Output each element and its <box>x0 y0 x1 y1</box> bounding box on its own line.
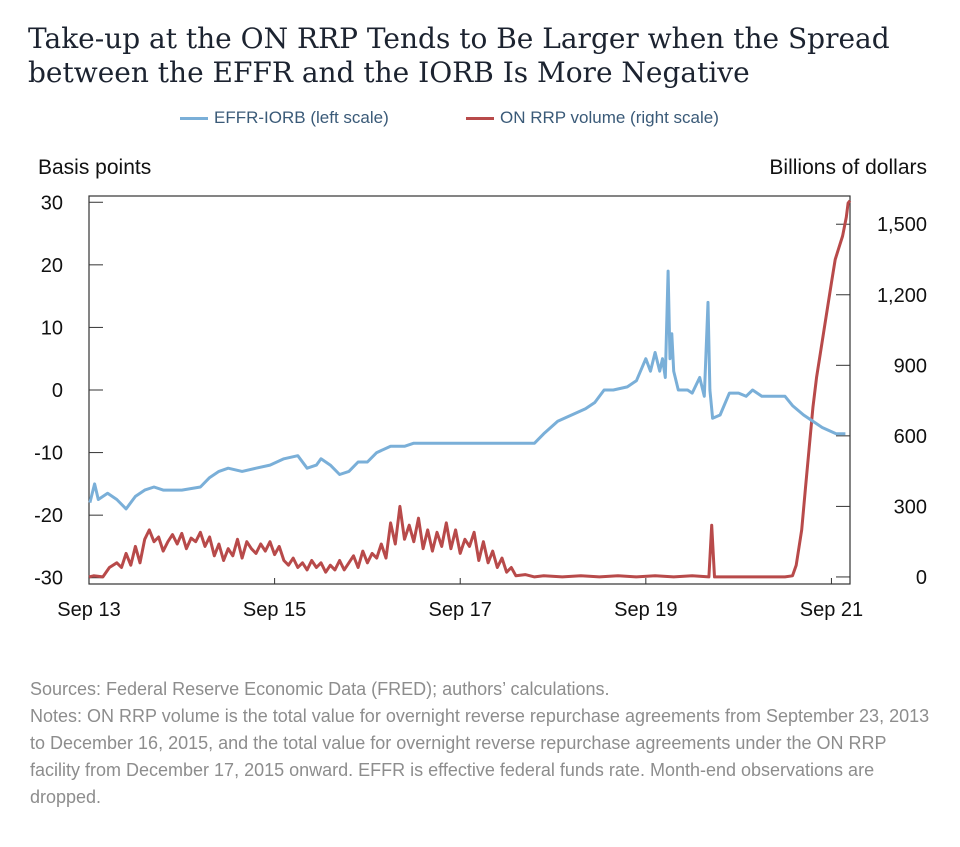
right-tick-label: 1,500 <box>877 214 927 236</box>
series-group <box>88 199 852 579</box>
right-tick-label: 300 <box>894 496 927 518</box>
left-tick-label: -20 <box>34 505 63 527</box>
legend-item-on-rrp: ON RRP volume (right scale) <box>466 108 719 128</box>
right-tick-label: 0 <box>916 567 927 589</box>
on-rrp-series-line <box>88 199 852 579</box>
chart-title: Take-up at the ON RRP Tends to Be Larger… <box>28 22 938 90</box>
right-axis-title: Billions of dollars <box>769 156 927 179</box>
left-tick-label: -30 <box>34 568 63 590</box>
left-axis-title: Basis points <box>38 156 152 179</box>
left-tick-label: -10 <box>34 443 63 465</box>
left-tick-label: 0 <box>52 380 63 402</box>
legend-swatch-effr-iorb <box>180 116 208 120</box>
chart-title-line-1: Take-up at the ON RRP Tends to Be Larger… <box>28 22 890 55</box>
left-tick-label: 10 <box>41 317 63 339</box>
right-tick-label: 1,200 <box>877 285 927 307</box>
legend: EFFR-IORB (left scale) ON RRP volume (ri… <box>0 108 960 132</box>
left-tick-label: 30 <box>41 192 63 214</box>
legend-label-effr-iorb: EFFR-IORB (left scale) <box>214 108 389 127</box>
left-tick-label: 20 <box>41 255 63 277</box>
sources-text: Sources: Federal Reserve Economic Data (… <box>30 679 610 699</box>
effr-iorb-series-line <box>88 269 846 511</box>
x-tick-label: Sep 21 <box>800 599 863 621</box>
legend-swatch-on-rrp <box>466 116 494 120</box>
x-tick-label: Sep 19 <box>614 599 677 621</box>
legend-label-on-rrp: ON RRP volume (right scale) <box>500 108 719 127</box>
chart-title-line-2: between the EFFR and the IORB Is More Ne… <box>28 56 750 89</box>
x-tick-label: Sep 13 <box>57 599 120 621</box>
notes-text: Notes: ON RRP volume is the total value … <box>30 706 930 807</box>
right-tick-label: 600 <box>894 426 927 448</box>
right-tick-label: 900 <box>894 355 927 377</box>
chart-notes: Sources: Federal Reserve Economic Data (… <box>30 676 935 811</box>
legend-item-effr-iorb: EFFR-IORB (left scale) <box>180 108 389 128</box>
axis-ticks: 30 20 10 0 -10 -20 -30 1,500 1,200 900 600 300 0 Sep … <box>34 192 927 621</box>
chart-svg: 30 20 10 0 -10 -20 -30 1,500 1,200 900 600 300 0 Sep … <box>34 192 927 621</box>
x-tick-label: Sep 15 <box>243 599 306 621</box>
plot-frame <box>88 195 851 585</box>
x-tick-label: Sep 17 <box>429 599 492 621</box>
